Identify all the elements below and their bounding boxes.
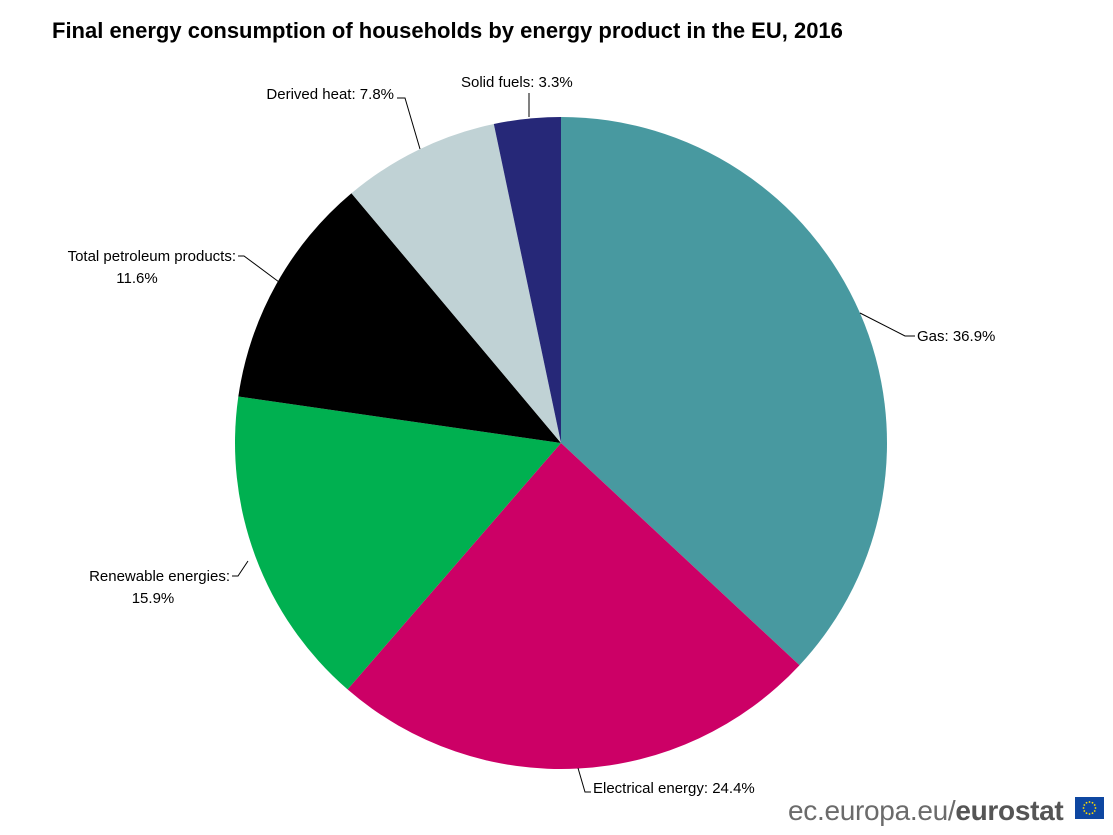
- pie-slice-solid-fuels: [493, 117, 561, 443]
- leader-line-derived-heat: [397, 97, 421, 150]
- pie-slice-gas: [561, 117, 888, 666]
- pie-slice-renewable-energies: [235, 396, 561, 690]
- label-electrical: Electrical energy: 24.4%: [593, 780, 755, 797]
- label-solid-fuels: Solid fuels: 3.3%: [461, 74, 573, 91]
- eu-flag-icon: [1075, 797, 1104, 819]
- logo-site: ec.europa.eu/: [788, 795, 956, 826]
- leader-line-petroleum: [238, 255, 280, 283]
- pie-slices: [235, 117, 888, 769]
- pie-slice-derived-heat: [351, 123, 561, 444]
- label-renewable-value: 15.9%: [132, 590, 175, 607]
- label-renewable: Renewable energies:: [89, 568, 230, 585]
- leader-line-renewable: [232, 560, 249, 577]
- label-petroleum: Total petroleum products:: [68, 248, 236, 265]
- eurostat-logo[interactable]: ec.europa.eu/eurostat: [788, 795, 1064, 827]
- chart-title: Final energy consumption of households b…: [52, 18, 843, 43]
- pie-slice-total-petroleum-products: [238, 193, 561, 443]
- label-derived-heat: Derived heat: 7.8%: [266, 86, 394, 103]
- leader-line-gas: [859, 312, 915, 337]
- label-gas: Gas: 36.9%: [917, 328, 995, 345]
- leader-lines: [232, 93, 915, 793]
- label-petroleum-value: 11.6%: [116, 270, 157, 287]
- logo-brand: eurostat: [955, 795, 1064, 826]
- pie-slice-electrical-energy: [347, 443, 800, 769]
- leader-line-electrical: [577, 767, 591, 793]
